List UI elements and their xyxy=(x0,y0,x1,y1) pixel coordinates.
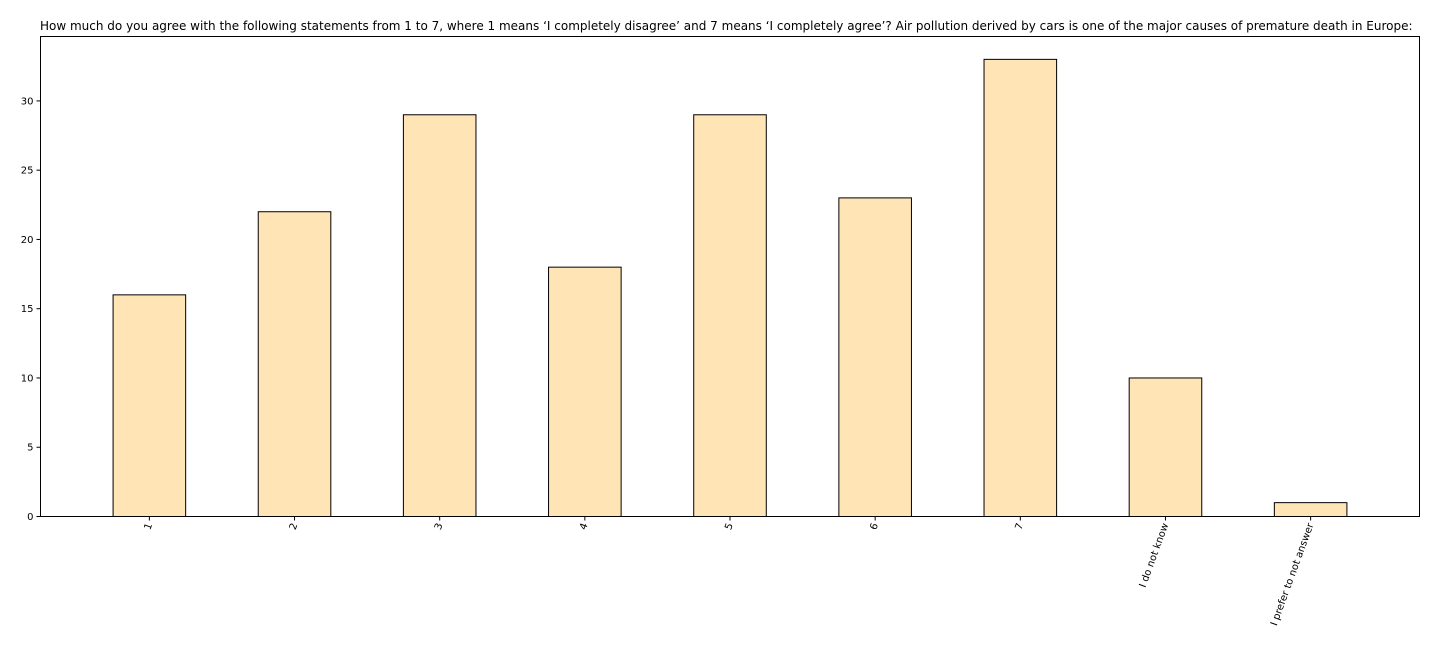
chart-title: How much do you agree with the following… xyxy=(40,19,1413,33)
x-tick-label: 7 xyxy=(1014,522,1027,532)
x-tick-label: 4 xyxy=(578,522,591,532)
y-tick-label: 0 xyxy=(27,512,33,523)
x-tick-label: 3 xyxy=(433,522,446,532)
x-tick-label: 5 xyxy=(723,522,736,532)
bar-7 xyxy=(983,58,1058,517)
y-tick-label: 15 xyxy=(21,304,34,315)
bar-i-do-not-know xyxy=(1128,377,1203,517)
bar-4 xyxy=(548,266,622,517)
bar-6 xyxy=(838,197,912,517)
y-tick-label: 5 xyxy=(27,443,33,454)
y-tick-label: 25 xyxy=(21,166,34,177)
bar-2 xyxy=(257,211,332,517)
plot-area-frame xyxy=(40,36,1420,517)
x-tick-label: 6 xyxy=(868,522,881,532)
bar-1 xyxy=(112,294,187,517)
x-tick-label: I do not know xyxy=(1138,522,1172,589)
bar-i-prefer-to-not-answer xyxy=(1273,502,1348,517)
x-tick-label: 1 xyxy=(143,522,156,532)
x-tick-label: I prefer to not answer xyxy=(1269,521,1317,627)
y-tick-label: 20 xyxy=(21,235,34,246)
y-tick-label: 30 xyxy=(21,96,34,107)
y-axis: 0 5 10 15 20 25 30 xyxy=(21,96,41,523)
x-axis: 1 2 3 4 5 6 7 I do not know I prefer to not answ… xyxy=(143,516,1317,627)
x-tick-label: 2 xyxy=(288,522,301,532)
bar-5 xyxy=(693,114,767,517)
bars-group xyxy=(112,58,1348,517)
y-tick-label: 10 xyxy=(21,373,34,384)
bar-3 xyxy=(402,114,477,517)
